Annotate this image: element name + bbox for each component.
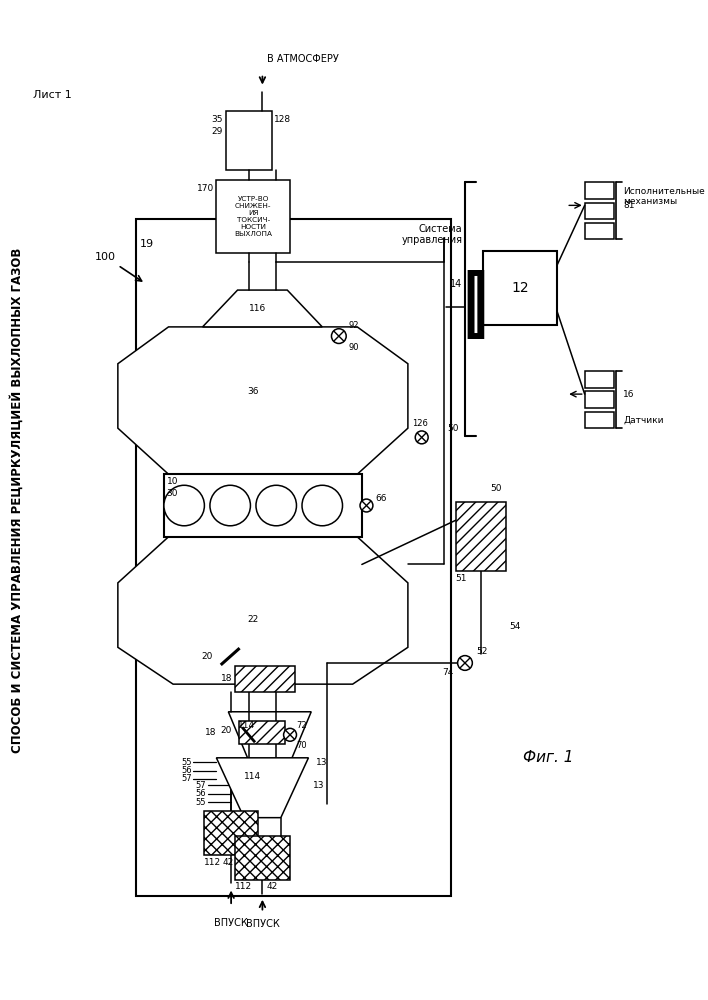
Bar bbox=[164, 474, 362, 537]
Text: 12: 12 bbox=[511, 281, 529, 295]
Bar bbox=[585, 371, 614, 388]
Text: 112: 112 bbox=[205, 858, 222, 867]
Text: СПОСОБ И СИСТЕМА УПРАВЛЕНИЯ РЕЦИРКУЛЯЦИЕЙ ВЫХЛОПНЫХ ГАЗОВ: СПОСОБ И СИСТЕМА УПРАВЛЕНИЯ РЕЦИРКУЛЯЦИЕ… bbox=[10, 247, 23, 753]
Text: Фиг. 1: Фиг. 1 bbox=[523, 750, 573, 765]
Text: 114: 114 bbox=[238, 721, 255, 730]
Bar bbox=[235, 836, 290, 880]
Bar bbox=[239, 721, 285, 744]
Text: 18: 18 bbox=[205, 728, 217, 737]
Text: УСТР-ВО
СНИЖЕН-
ИЯ
ТОКСИЧ-
НОСТИ
ВЫХЛОПА: УСТР-ВО СНИЖЕН- ИЯ ТОКСИЧ- НОСТИ ВЫХЛОПА bbox=[234, 196, 272, 237]
Text: 74: 74 bbox=[442, 668, 453, 677]
Bar bbox=[585, 391, 614, 408]
Text: Лист 1: Лист 1 bbox=[33, 90, 72, 100]
Text: 52: 52 bbox=[476, 647, 487, 656]
Text: 56: 56 bbox=[195, 789, 206, 798]
Polygon shape bbox=[118, 327, 408, 474]
Text: 54: 54 bbox=[509, 622, 520, 631]
Text: 114: 114 bbox=[244, 772, 261, 781]
Text: В АТМОСФЕРУ: В АТМОСФЕРУ bbox=[267, 54, 339, 64]
Bar bbox=[585, 223, 614, 239]
Circle shape bbox=[302, 485, 343, 526]
Text: [: [ bbox=[460, 270, 490, 344]
Text: 170: 170 bbox=[198, 184, 215, 193]
Bar bbox=[205, 811, 258, 855]
Bar bbox=[585, 203, 614, 219]
Bar bbox=[456, 502, 506, 571]
Text: ]: ] bbox=[460, 270, 490, 344]
Text: 126: 126 bbox=[413, 419, 428, 428]
Text: 36: 36 bbox=[248, 387, 259, 396]
Text: 81: 81 bbox=[623, 201, 635, 210]
Circle shape bbox=[457, 656, 472, 670]
Bar bbox=[235, 666, 295, 692]
Text: 51: 51 bbox=[456, 574, 467, 583]
Text: 13: 13 bbox=[313, 781, 324, 790]
Text: 57: 57 bbox=[195, 781, 206, 790]
Bar bbox=[585, 182, 614, 199]
Text: 16: 16 bbox=[623, 390, 635, 399]
Text: 72: 72 bbox=[297, 721, 307, 730]
Text: 112: 112 bbox=[235, 882, 252, 891]
Text: 30: 30 bbox=[166, 489, 178, 498]
Text: ВПУСК: ВПУСК bbox=[246, 919, 279, 929]
Text: 22: 22 bbox=[248, 615, 259, 624]
Circle shape bbox=[284, 728, 297, 741]
Bar bbox=[217, 180, 290, 253]
Text: 42: 42 bbox=[267, 882, 278, 891]
Text: Датчики: Датчики bbox=[623, 415, 664, 424]
Text: 100: 100 bbox=[95, 252, 116, 262]
Text: 20: 20 bbox=[201, 652, 212, 661]
Text: Система
управления: Система управления bbox=[401, 224, 462, 245]
Text: 57: 57 bbox=[181, 774, 192, 783]
Text: 14: 14 bbox=[450, 279, 462, 289]
Text: 92: 92 bbox=[348, 321, 358, 330]
Text: Исполнительные
механизмы: Исполнительные механизмы bbox=[623, 187, 705, 206]
Polygon shape bbox=[229, 712, 312, 767]
Text: 18: 18 bbox=[222, 674, 233, 683]
Text: 128: 128 bbox=[275, 115, 292, 124]
Circle shape bbox=[256, 485, 297, 526]
Text: ВПУСК: ВПУСК bbox=[215, 918, 248, 928]
Polygon shape bbox=[202, 290, 322, 327]
Circle shape bbox=[416, 431, 428, 444]
Bar bbox=[226, 111, 272, 170]
Circle shape bbox=[331, 329, 346, 343]
Circle shape bbox=[210, 485, 251, 526]
Text: 10: 10 bbox=[166, 477, 178, 486]
Circle shape bbox=[360, 499, 373, 512]
Text: 90: 90 bbox=[348, 343, 358, 352]
Polygon shape bbox=[118, 537, 408, 684]
Text: 19: 19 bbox=[140, 239, 154, 249]
Text: 42: 42 bbox=[223, 858, 234, 867]
Text: 29: 29 bbox=[212, 127, 223, 136]
Circle shape bbox=[164, 485, 205, 526]
Text: 70: 70 bbox=[297, 741, 307, 750]
Text: 50: 50 bbox=[447, 424, 459, 433]
Text: 55: 55 bbox=[195, 798, 206, 807]
Text: 13: 13 bbox=[316, 758, 327, 767]
Bar bbox=[136, 219, 451, 896]
Text: 55: 55 bbox=[181, 758, 192, 767]
Polygon shape bbox=[217, 758, 309, 818]
Text: 50: 50 bbox=[491, 484, 502, 493]
Text: 116: 116 bbox=[249, 304, 266, 313]
Bar bbox=[585, 412, 614, 428]
Text: 66: 66 bbox=[376, 494, 387, 503]
Text: 35: 35 bbox=[211, 115, 223, 124]
Text: 56: 56 bbox=[181, 766, 192, 775]
Text: 20: 20 bbox=[221, 726, 232, 735]
Bar bbox=[484, 251, 557, 325]
